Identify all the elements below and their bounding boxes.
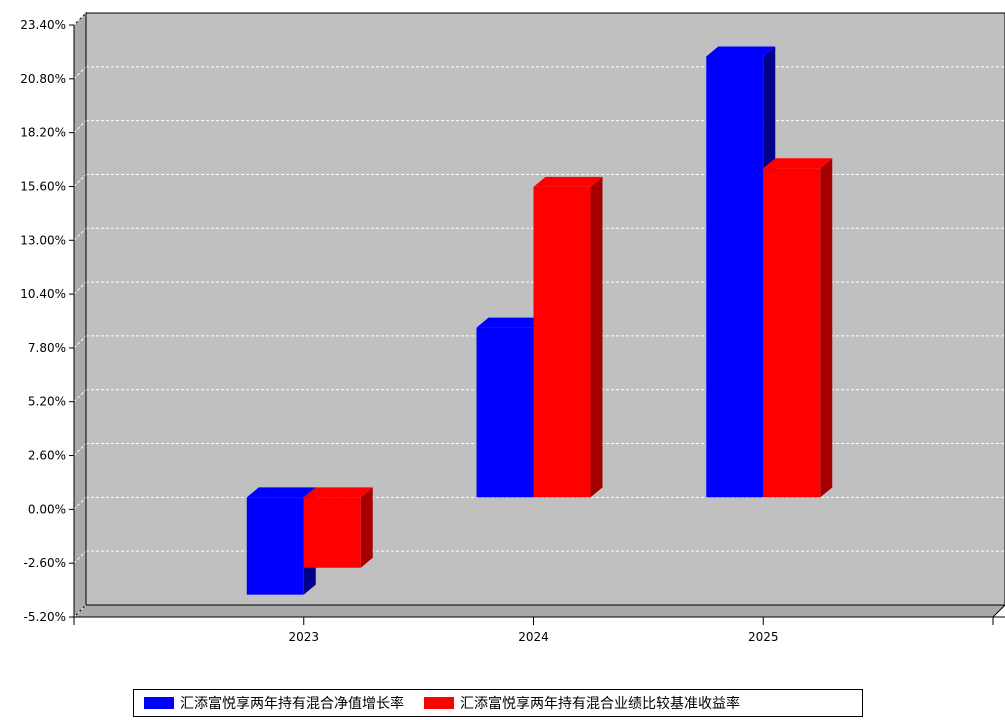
x-tick-label: 2025 [748,630,779,644]
bar-top [706,46,776,57]
x-tick-label: 2023 [288,630,319,644]
grid-line-depth [73,12,87,26]
bar-top [476,317,546,328]
grid-lines [73,12,1005,618]
side-wall [73,11,87,619]
grid-line-depth [73,66,87,80]
y-tick-label: 15.60% [20,179,66,193]
legend-item-nav-growth: 汇添富悦享两年持有混合净值增长率 [144,693,404,713]
y-tick-label: 0.00% [28,502,66,516]
grid-line-depth [73,227,87,241]
bar-side [590,176,603,498]
legend-item-benchmark: 汇添富悦享两年持有混合业绩比较基准收益率 [424,693,740,713]
bars [246,46,833,595]
grid-line-depth [73,281,87,295]
bar-side [820,158,833,498]
grid-line-depth [73,497,87,510]
legend-label: 汇添富悦享两年持有混合净值增长率 [180,696,404,712]
grid-line-depth [73,550,87,564]
x-tick-label: 2024 [518,630,549,644]
grid-line-depth [73,174,87,187]
y-tick-label: 23.40% [20,18,66,32]
bar-top [246,487,316,498]
bar-benchmark-2024 [533,176,603,498]
x-axis-ticks: 2023 2024 2025 [73,617,994,644]
grid-line-depth [73,335,87,349]
legend: 汇添富悦享两年持有混合净值增长率 汇添富悦享两年持有混合业绩比较基准收益率 [133,689,863,717]
y-tick-label: 2.60% [28,449,66,463]
bar-front [533,186,591,498]
floor [72,604,1005,618]
bar-side [360,487,373,568]
y-tick-label: 13.00% [20,233,66,247]
y-tick-label: 7.80% [28,341,66,355]
bar-top [763,158,833,169]
y-tick-label: 18.20% [20,126,66,140]
y-tick-label: 20.80% [20,72,66,86]
bar-front [763,168,821,498]
legend-label: 汇添富悦享两年持有混合业绩比较基准收益率 [460,696,740,712]
grid-line-depth [73,604,87,618]
legend-swatch-blue [144,697,174,709]
y-tick-label: -5.20% [24,610,66,624]
bar-front [246,497,304,595]
grid-line-depth [73,120,87,133]
bar-benchmark-2023 [303,487,373,568]
grid-line-depth [73,443,87,456]
bar-front [303,497,361,568]
bar-top [303,487,373,498]
y-tick-label: 10.40% [20,287,66,301]
y-tick-label: 5.20% [28,395,66,409]
y-axis-ticks: 23.40% 20.80% 18.20% 15.60% 13.00% 10.40% 7.80… [20,18,74,624]
axes [73,25,1005,618]
bar-front [706,56,764,498]
plot-border [85,12,1005,606]
bar-chart: 23.40% 20.80% 18.20% 15.60% 13.00% 10.40% 7.80… [20,11,1005,644]
legend-swatch-red [424,697,454,709]
bar-front [476,327,534,498]
bar-benchmark-2025 [763,158,833,498]
bar-top [533,176,603,187]
y-tick-label: -2.60% [24,556,66,570]
grid-line-depth [73,389,87,403]
